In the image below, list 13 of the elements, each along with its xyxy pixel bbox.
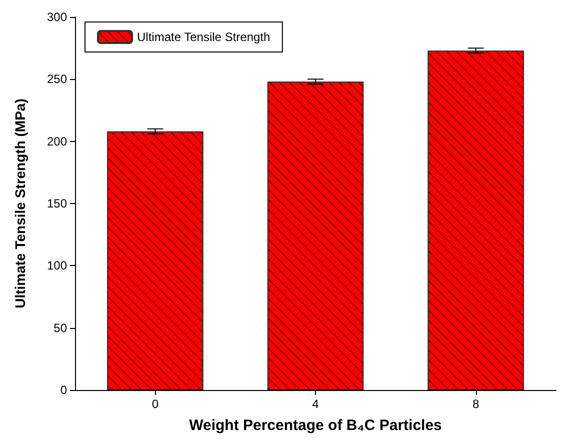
y-tick-label: 200 [46,134,68,148]
y-tick-label: 250 [46,72,68,86]
legend-label: Ultimate Tensile Strength [137,30,270,44]
x-axis-title: Weight Percentage of B₄C Particles [189,417,442,434]
y-tick-label: 300 [46,10,68,24]
y-tick-label: 50 [54,320,68,335]
y-tick-label: 100 [46,258,68,273]
y-tick-label: 0 [60,383,68,397]
y-axis-title: Ultimate Tensile Strength (MPa) [12,98,28,308]
y-tick-label: 150 [46,196,68,210]
x-tick-label: 0 [152,397,159,411]
x-tick-label: 4 [312,397,320,411]
x-tick-label: 8 [472,397,480,411]
